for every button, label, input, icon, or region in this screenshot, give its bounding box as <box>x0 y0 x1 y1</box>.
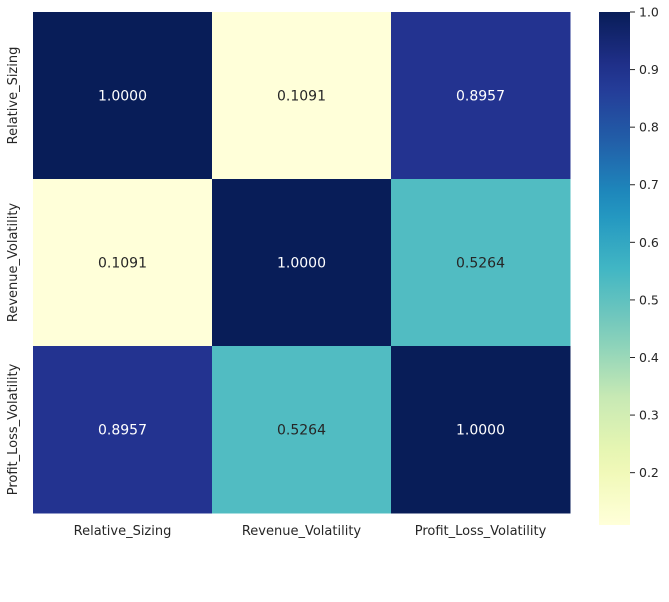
heatmap-cell <box>33 179 213 347</box>
x-tick-label: Profit_Loss_Volatility <box>415 524 547 539</box>
y-tick-label: Revenue_Volatility <box>6 203 21 323</box>
heatmap-cell <box>391 12 571 180</box>
colorbar-tick-label: 0.4 <box>639 350 659 365</box>
y-axis-tick-labels: Relative_Sizing Revenue_Volatility Profit_… <box>6 47 21 496</box>
x-axis-tick-labels: Relative_Sizing Revenue_Volatility Profit_… <box>74 524 547 539</box>
heatmap-cell <box>212 179 392 347</box>
colorbar-tick-label: 0.7 <box>639 177 659 192</box>
heatmap-cell <box>391 179 571 347</box>
cell-value-label: 0.8957 <box>456 89 505 105</box>
cell-value-label: 1.0000 <box>98 89 147 105</box>
heatmap-cell-labels: 1.0000 0.1091 0.8957 0.1091 1.0000 0.5264 0.89… <box>98 89 505 439</box>
y-tick-label: Profit_Loss_Volatility <box>6 363 21 495</box>
colorbar-tick-label: 0.6 <box>639 235 659 250</box>
heatmap-cell <box>33 12 213 180</box>
colorbar <box>599 12 630 525</box>
cell-value-label: 0.8957 <box>98 423 147 439</box>
heatmap-cell <box>33 346 213 514</box>
colorbar-ticks: 0.2 0.3 0.4 0.5 0.6 0.7 0.8 0.9 1.0 <box>630 5 659 480</box>
heatmap-cell <box>212 346 392 514</box>
cell-value-label: 1.0000 <box>456 423 505 439</box>
x-tick-label: Relative_Sizing <box>74 524 172 539</box>
cell-value-label: 0.1091 <box>277 89 326 105</box>
heatmap-cells <box>33 12 571 514</box>
heatmap-cell <box>391 346 571 514</box>
colorbar-tick-label: 0.2 <box>639 465 659 480</box>
colorbar-tick-label: 0.9 <box>639 62 659 77</box>
heatmap-cell <box>212 12 392 180</box>
colorbar-tick-label: 0.3 <box>639 408 659 423</box>
cell-value-label: 0.1091 <box>98 256 147 272</box>
x-tick-label: Revenue_Volatility <box>242 524 362 539</box>
cell-value-label: 0.5264 <box>277 423 326 439</box>
colorbar-tick-label: 0.5 <box>639 292 659 307</box>
colorbar-tick-label: 0.8 <box>639 120 659 135</box>
colorbar-tick-label: 1.0 <box>639 5 659 20</box>
cell-value-label: 0.5264 <box>456 256 505 272</box>
cell-value-label: 1.0000 <box>277 256 326 272</box>
y-tick-label: Relative_Sizing <box>6 47 21 145</box>
